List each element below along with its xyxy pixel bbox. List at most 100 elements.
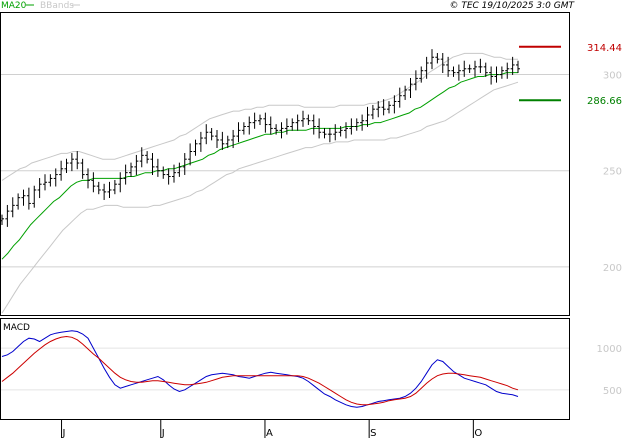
ohlc-bar bbox=[290, 118, 295, 131]
ohlc-bar bbox=[327, 128, 332, 143]
ohlc-bar bbox=[123, 164, 128, 185]
ohlc-bar bbox=[129, 162, 133, 177]
ohlc-bar bbox=[387, 101, 391, 114]
ohlc-bar bbox=[284, 118, 289, 135]
ohlc-bar bbox=[155, 158, 160, 177]
ohlc-bar bbox=[274, 124, 279, 135]
ohlc-bar bbox=[220, 131, 225, 150]
ohlc-bar bbox=[419, 66, 424, 83]
ohlc-bar bbox=[48, 174, 53, 187]
ohlc-bar bbox=[86, 168, 90, 189]
macd-y-tick-label-0: 1000 bbox=[597, 344, 622, 355]
ohlc-bar bbox=[177, 162, 182, 177]
ohlc-bar bbox=[193, 139, 198, 156]
ohlc-bar bbox=[150, 153, 155, 175]
ohlc-bar bbox=[172, 164, 176, 183]
ohlc-bar bbox=[91, 172, 96, 193]
ohlc-bar bbox=[338, 126, 343, 137]
ohlc-bar bbox=[440, 53, 445, 74]
ohlc-bar bbox=[166, 168, 171, 185]
ohlc-bar bbox=[252, 112, 257, 129]
ohlc-bar bbox=[139, 147, 144, 168]
ohlc-bar bbox=[96, 181, 101, 195]
price-level-labels: 314.44 286.66 bbox=[519, 43, 622, 107]
ohlc-bar bbox=[118, 172, 123, 193]
y-tick-labels: 300 250 200 1000 500 bbox=[597, 71, 622, 397]
ohlc-bar bbox=[317, 118, 322, 139]
ohlc-bar bbox=[344, 122, 348, 139]
ohlc-bar bbox=[59, 160, 64, 181]
ohlc-bar bbox=[225, 135, 230, 149]
ohlc-bar bbox=[311, 114, 316, 135]
ohlc-bar bbox=[322, 128, 327, 139]
ohlc-bar bbox=[446, 56, 451, 77]
ohlc-bar bbox=[21, 189, 26, 206]
ohlc-bar bbox=[43, 174, 47, 191]
x-tick-label-0: J bbox=[62, 428, 66, 439]
main-gridlines bbox=[1, 74, 569, 268]
ohlc-bar bbox=[112, 179, 117, 195]
macd-panel-title: MACD bbox=[3, 323, 30, 333]
ohlc-bar bbox=[392, 95, 397, 114]
ohlc-bar bbox=[268, 116, 273, 135]
ohlc-bar bbox=[0, 214, 4, 225]
ohlc-bar bbox=[413, 70, 418, 91]
copyright-text: © TEC 19/10/2025 3:0 GMT bbox=[449, 1, 575, 11]
ohlc-bar bbox=[365, 106, 370, 127]
ohlc-bar bbox=[370, 104, 375, 120]
ohlc-bar bbox=[430, 49, 434, 70]
main-panel-frame bbox=[0, 12, 570, 316]
bb-lower-line bbox=[1, 81, 519, 314]
ohlc-bar bbox=[198, 131, 203, 152]
macd-y-tick-label-1: 500 bbox=[603, 386, 622, 397]
ohlc-bar bbox=[64, 158, 69, 174]
ohlc-bar bbox=[75, 151, 80, 170]
main-y-tick-label-1: 250 bbox=[603, 167, 622, 178]
ohlc-bar bbox=[381, 99, 386, 116]
bollinger-bands bbox=[1, 52, 519, 314]
ohlc-bar bbox=[354, 118, 359, 131]
bbands-legend-label: BBands bbox=[40, 1, 74, 11]
macd-series-line-0 bbox=[1, 330, 519, 408]
ohlc-bar bbox=[301, 110, 305, 127]
ohlc-bar bbox=[258, 114, 262, 125]
macd-series-line-1 bbox=[1, 335, 519, 406]
ohlc-bar bbox=[37, 178, 42, 199]
ohlc-bar bbox=[16, 193, 21, 210]
ohlc-bar bbox=[333, 124, 338, 141]
ohlc-bar bbox=[236, 122, 241, 143]
ohlc-bar bbox=[102, 183, 107, 200]
ohlc-bar bbox=[306, 114, 311, 125]
ohlc-bar bbox=[462, 60, 467, 77]
ohlc-bar bbox=[516, 60, 520, 74]
ohlc-bar bbox=[247, 116, 252, 135]
ohlc-bar bbox=[360, 114, 365, 131]
ohlc-bar bbox=[188, 143, 193, 166]
ohlc-bar bbox=[263, 112, 268, 133]
ohlc-bar bbox=[231, 129, 236, 149]
ohlc-bar bbox=[451, 66, 456, 77]
ohlc-bars bbox=[0, 49, 520, 227]
ohlc-bar bbox=[295, 114, 300, 131]
main-y-tick-label-2: 200 bbox=[603, 263, 622, 274]
ohlc-bar bbox=[376, 101, 381, 118]
macd-gridlines bbox=[1, 347, 569, 391]
ohlc-bar bbox=[26, 187, 31, 210]
ohlc-bar bbox=[182, 153, 187, 175]
ohlc-bar bbox=[10, 197, 15, 218]
ohlc-bar bbox=[494, 66, 499, 83]
x-tick-label-2: A bbox=[266, 428, 273, 439]
ohlc-bar bbox=[489, 66, 494, 85]
ohlc-bar bbox=[5, 204, 10, 227]
ohlc-bar bbox=[456, 64, 461, 81]
ohlc-bar bbox=[435, 53, 440, 64]
ohlc-bar bbox=[134, 154, 139, 175]
ohlc-bar bbox=[32, 185, 37, 208]
ohlc-bar bbox=[80, 158, 85, 179]
ohlc-bar bbox=[467, 64, 472, 74]
ohlc-bar bbox=[408, 78, 413, 99]
ohlc-bar bbox=[69, 153, 74, 172]
x-tick-label-3: S bbox=[370, 428, 376, 439]
